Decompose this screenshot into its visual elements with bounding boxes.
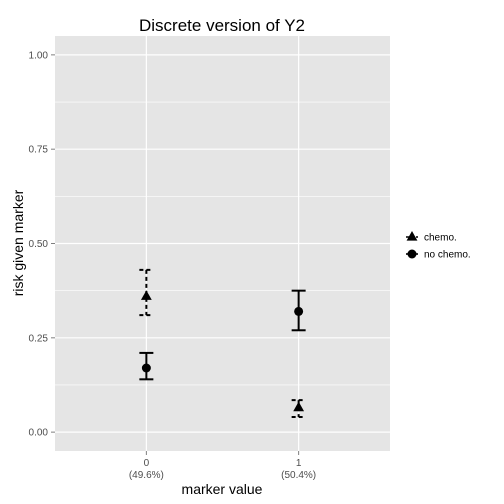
y-tick-label: 0.00 bbox=[29, 428, 49, 439]
data-marks bbox=[139, 268, 306, 419]
x-axis-ticks: 0(49.6%) 1(50.4%) bbox=[129, 451, 316, 481]
x-axis-title: marker value bbox=[182, 481, 263, 497]
y-tick-label: 1.00 bbox=[29, 50, 49, 61]
legend: chemo. no chemo. bbox=[406, 231, 471, 261]
y-tick-label: 0.25 bbox=[29, 333, 49, 344]
x-tick-label: 0 bbox=[144, 458, 150, 469]
legend-label: chemo. bbox=[424, 233, 457, 244]
x-tick-label: 1 bbox=[296, 458, 302, 469]
y-axis-ticks: 0.00 0.25 0.50 0.75 1.00 bbox=[29, 50, 55, 439]
data-point-circle bbox=[294, 306, 304, 316]
x-tick-sublabel: (49.6%) bbox=[129, 470, 164, 481]
legend-key-triangle bbox=[406, 231, 418, 241]
chart-title: Discrete version of Y2 bbox=[139, 16, 305, 35]
legend-label: no chemo. bbox=[424, 250, 471, 261]
y-tick-label: 0.50 bbox=[29, 239, 49, 250]
y-axis-title: risk given marker bbox=[10, 189, 26, 296]
data-point-triangle bbox=[140, 290, 152, 300]
legend-key-circle bbox=[407, 249, 417, 259]
data-point-circle bbox=[141, 363, 151, 373]
y-tick-label: 0.75 bbox=[29, 145, 49, 156]
grid-lines bbox=[55, 36, 390, 451]
x-tick-sublabel: (50.4%) bbox=[281, 470, 316, 481]
data-point-triangle bbox=[293, 401, 305, 412]
